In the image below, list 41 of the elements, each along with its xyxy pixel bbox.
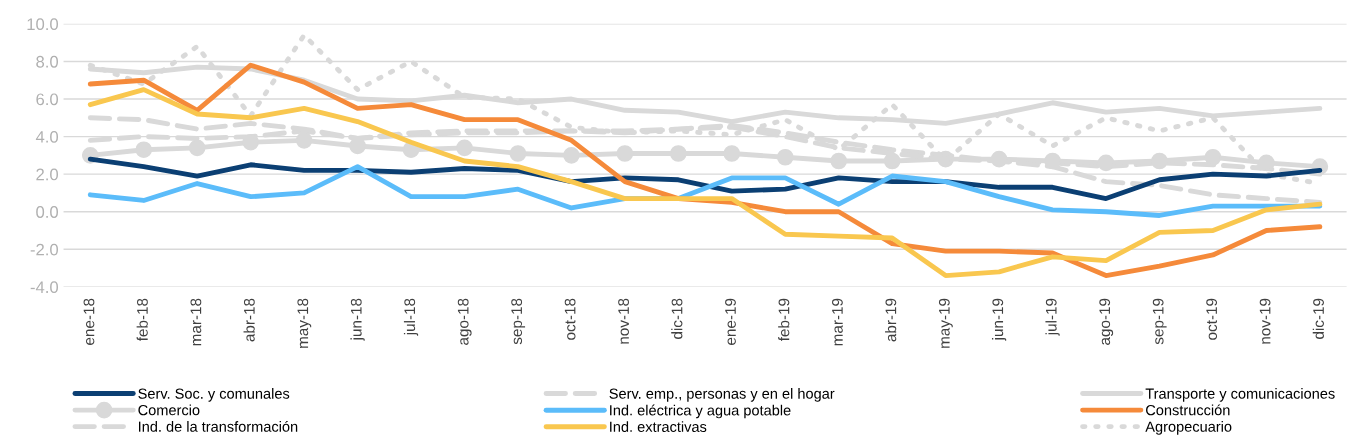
x-tick-label: oct-18 [564,298,576,340]
y-tick-label: 6.0 [36,93,59,106]
legend-label: Serv. Soc. y comunales [138,388,290,402]
x-tick-label: may-18 [297,298,312,348]
legend-label: Transporte y comunicaciones [1145,388,1335,402]
x-tick-label: sep-19 [1152,298,1167,345]
legend-label: Serv. emp., personas y en el hogar [609,388,835,402]
x-tick-label: may-19 [938,298,953,348]
legend-label: Ind. eléctrica y agua potable [610,404,791,419]
x-tick-label: ene-18 [83,298,95,345]
y-tick-label: 2.0 [36,168,59,181]
x-tick-label: jul-19 [1045,298,1060,336]
x-tick-label: sep-18 [511,298,526,345]
x-tick-label: nov-18 [618,298,629,344]
y-tick-label: 8.0 [36,55,59,68]
x-tick-label: dic-19 [1312,298,1324,339]
legend-label: Comercio [138,404,200,416]
x-tick-label: feb-18 [136,298,148,342]
legend-label: Ind. de la transformación [139,420,298,432]
x-tick-label: ene-19 [725,298,736,345]
x-tick-label: jun-18 [350,298,365,341]
x-tick-label: abr-18 [243,298,255,342]
y-tick-label: -4.0 [30,281,59,294]
x-tick-label: mar-18 [190,298,202,346]
legend-label: Agropecuario [1145,421,1232,435]
legend-label: Ind. extractivas [610,421,707,432]
x-tick-label: jul-18 [403,298,419,336]
y-tick-label: 0.0 [36,206,59,218]
y-tick-label: 4.0 [35,130,59,143]
y-tick-label: -2.0 [30,243,59,256]
x-tick-label: oct-19 [1206,298,1218,340]
y-tick-label: 10.0 [27,18,59,31]
x-tick-label: mar-19 [832,298,843,346]
x-tick-label: feb-19 [778,298,790,342]
x-tick-label: ago-19 [1099,298,1114,345]
x-tick-label: dic-18 [671,298,683,339]
x-tick-label: abr-19 [885,298,897,342]
legend-label: Construcción [1146,404,1230,416]
x-tick-label: jun-19 [991,298,1007,341]
x-tick-label: nov-19 [1259,298,1271,344]
x-tick-label: ago-18 [457,298,472,345]
